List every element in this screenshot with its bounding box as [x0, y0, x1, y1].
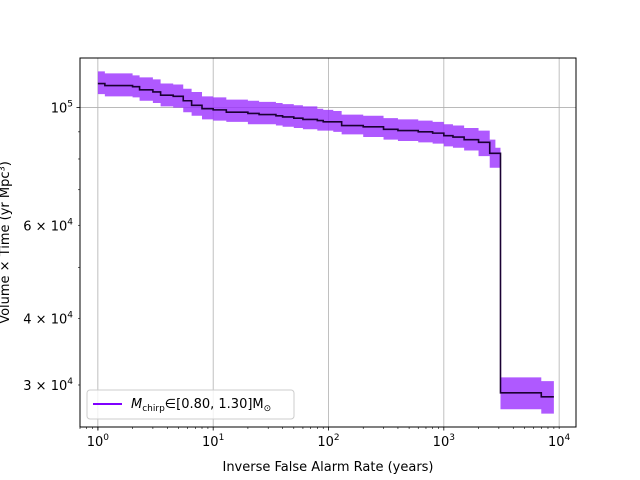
x-tick-label-base: 10	[548, 435, 565, 450]
legend-label: Mchirp∈[0.80, 1.30]M⊙	[131, 397, 271, 414]
y-tick-label: 6 × 104	[23, 217, 73, 234]
confidence-band	[97, 71, 554, 414]
x-tick-label-base: 10	[433, 435, 450, 450]
x-tick-label-exp: 4	[565, 433, 571, 443]
legend-label-sun: ⊙	[264, 404, 272, 414]
legend: Mchirp∈[0.80, 1.30]M⊙	[86, 389, 295, 420]
y-tick-label: 4 × 104	[23, 311, 73, 328]
y-tick-label-exp: 5	[67, 100, 73, 110]
y-axis-title: Volume × Time (yr Mpc³)	[0, 161, 13, 324]
y-tick-label: 3 × 104	[23, 377, 73, 394]
y-tick-label-base: 10	[51, 379, 68, 394]
y-tick-label-mantissa: 3 ×	[23, 379, 50, 394]
x-tick-label-exp: 1	[219, 433, 225, 443]
series-line	[97, 82, 554, 398]
legend-label-sub: chirp	[142, 404, 165, 414]
y-tick-label-base: 10	[51, 219, 68, 234]
x-axis-title: Inverse False Alarm Rate (years)	[222, 460, 433, 475]
x-tick-label: 103	[433, 433, 455, 450]
x-tick-label: 101	[202, 433, 224, 450]
y-tick-label-exp: 4	[67, 217, 73, 227]
legend-box	[86, 389, 295, 420]
legend-label-range: ∈[0.80, 1.30]M	[165, 397, 264, 412]
y-tick-label-base: 10	[51, 313, 68, 328]
x-tick-label: 102	[317, 433, 339, 450]
x-tick-label-exp: 3	[449, 433, 455, 443]
x-tick-label-exp: 2	[334, 433, 340, 443]
x-tick-label: 100	[87, 433, 110, 450]
x-tick-label-exp: 0	[103, 433, 109, 443]
y-tick-label-mantissa: 6 ×	[23, 219, 50, 234]
x-tick-label-base: 10	[317, 435, 334, 450]
series-line-layer	[97, 82, 554, 398]
y-tick-label-exp: 4	[67, 377, 73, 387]
y-tick-label-mantissa: 4 ×	[23, 313, 50, 328]
plot-frame	[79, 57, 577, 428]
y-tick-label-exp: 4	[67, 311, 73, 321]
y-tick-label-base: 10	[51, 102, 68, 117]
confidence-band-layer	[97, 71, 554, 414]
x-axis-ticks: 100 101 102 103 104	[79, 427, 571, 450]
y-tick-label: 105	[51, 100, 73, 117]
x-tick-label-base: 10	[87, 435, 104, 450]
x-tick-label: 104	[548, 433, 571, 450]
x-tick-label-base: 10	[202, 435, 219, 450]
legend-label-main: M	[131, 397, 142, 412]
